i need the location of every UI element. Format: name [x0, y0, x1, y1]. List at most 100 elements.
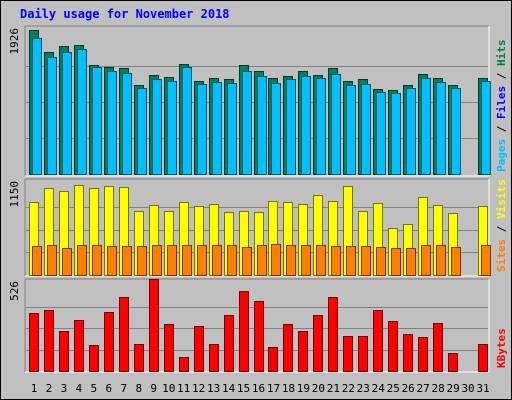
bar-kbytes-day-10	[164, 324, 174, 372]
bar-files-day-29	[451, 88, 461, 175]
x-tick-label-day-25: 25	[387, 382, 400, 395]
bar-kbytes-day-11	[179, 357, 189, 372]
x-tick-label-day-6: 6	[106, 382, 113, 395]
bar-files-day-6	[107, 71, 117, 175]
bar-kbytes-day-17	[268, 347, 278, 372]
bar-kbytes-day-26	[403, 334, 413, 372]
chart-title: Daily usage for November 2018	[20, 7, 230, 21]
bar-files-day-28	[436, 82, 446, 175]
legend-kbytes: KBytes	[495, 328, 508, 368]
bar-files-day-31	[481, 81, 491, 175]
bar-kbytes-day-25	[388, 321, 398, 372]
bar-sites-day-28	[436, 245, 446, 276]
legend-kbytes-panel: KBytes	[495, 328, 508, 368]
bar-files-day-13	[212, 82, 222, 175]
x-tick-label-day-8: 8	[135, 382, 142, 395]
bar-files-day-21	[331, 74, 341, 175]
legend-hits-panel: Pages / Files / Hits	[495, 40, 508, 173]
bar-kbytes-day-3	[59, 331, 69, 372]
legend-separator: /	[495, 219, 508, 239]
bar-sites-day-19	[301, 245, 311, 276]
bar-files-day-26	[406, 88, 416, 175]
bar-kbytes-day-19	[298, 331, 308, 372]
bar-files-day-2	[47, 57, 57, 175]
bar-kbytes-day-4	[74, 320, 84, 372]
x-tick-label-day-20: 20	[312, 382, 325, 395]
x-tick-label-day-13: 13	[207, 382, 220, 395]
x-tick-label-day-12: 12	[192, 382, 205, 395]
x-tick-label-day-5: 5	[91, 382, 98, 395]
x-tick-label-day-17: 17	[267, 382, 280, 395]
bar-files-day-7	[122, 73, 132, 175]
bar-sites-day-14	[227, 245, 237, 276]
x-tick-label-day-15: 15	[237, 382, 250, 395]
y-max-label: 1150	[8, 181, 21, 208]
bar-files-day-11	[182, 67, 192, 175]
bar-kbytes-day-14	[224, 315, 234, 372]
bar-sites-day-23	[361, 246, 371, 276]
bar-files-day-16	[257, 76, 267, 175]
x-tick-label-day-22: 22	[342, 382, 355, 395]
legend-text: Sites / Visits	[495, 179, 508, 272]
bar-sites-day-5	[92, 245, 102, 276]
bar-sites-day-6	[107, 246, 117, 276]
bar-sites-day-8	[137, 246, 147, 276]
bar-sites-day-3	[62, 248, 72, 276]
bar-sites-day-24	[376, 247, 386, 276]
bar-files-day-10	[167, 81, 177, 175]
visits-panel: 1150 Sites / Visits	[8, 178, 508, 277]
bar-files-day-9	[152, 79, 162, 175]
x-tick-label-day-24: 24	[372, 382, 386, 395]
bar-files-day-20	[316, 78, 326, 175]
bar-kbytes-day-27	[418, 337, 428, 372]
bar-kbytes-day-16	[254, 301, 264, 372]
legend-sites: Sites	[495, 239, 508, 272]
bar-files-day-8	[137, 88, 147, 175]
bar-files-day-22	[346, 85, 356, 175]
bar-kbytes-day-12	[194, 326, 204, 372]
y-max-label: 1926	[8, 28, 21, 55]
legend-text: KBytes	[495, 328, 508, 368]
legend-separator: /	[495, 119, 508, 139]
bar-files-day-18	[286, 79, 296, 175]
x-tick-label-day-3: 3	[61, 382, 68, 395]
bar-kbytes-day-22	[343, 336, 353, 372]
bar-files-day-27	[421, 78, 431, 175]
legend-visits-panel: Sites / Visits	[495, 179, 508, 272]
x-tick-label-day-11: 11	[177, 382, 190, 395]
x-tick-label-day-26: 26	[402, 382, 415, 395]
bar-sites-day-10	[167, 245, 177, 276]
bar-kbytes-day-2	[44, 310, 54, 372]
legend-pages: Pages	[495, 139, 508, 172]
x-tick-label-day-4: 4	[76, 382, 83, 395]
legend-separator: /	[495, 66, 508, 86]
bar-sites-day-1	[32, 246, 42, 276]
bar-sites-day-21	[331, 246, 341, 276]
bar-files-day-15	[242, 71, 252, 175]
x-tick-label-day-27: 27	[417, 382, 430, 395]
bar-sites-day-18	[286, 245, 296, 276]
bar-sites-day-7	[122, 246, 132, 276]
bar-kbytes-day-23	[358, 336, 368, 372]
bar-sites-day-12	[197, 245, 207, 276]
bar-files-day-3	[62, 52, 72, 175]
y-max-label: 526	[8, 281, 21, 301]
x-tick-label-day-16: 16	[252, 382, 265, 395]
bar-files-day-19	[301, 76, 311, 175]
legend-visits: Visits	[495, 179, 508, 219]
bar-sites-day-16	[257, 245, 267, 276]
bar-sites-day-13	[212, 245, 222, 276]
bar-sites-day-31	[481, 245, 491, 276]
bar-kbytes-day-9	[149, 279, 159, 372]
bar-files-day-23	[361, 84, 371, 175]
kbytes-panel: 526 KBytes	[8, 278, 508, 373]
bar-kbytes-day-21	[328, 297, 338, 372]
legend-text: Pages / Files / Hits	[495, 40, 508, 173]
bar-sites-day-11	[182, 245, 192, 276]
bar-sites-day-26	[406, 248, 416, 276]
x-tick-label-day-31: 31	[476, 382, 489, 395]
bar-files-day-25	[391, 93, 401, 175]
x-tick-label-day-23: 23	[357, 382, 370, 395]
bar-files-day-14	[227, 83, 237, 175]
bar-files-day-12	[197, 84, 207, 175]
